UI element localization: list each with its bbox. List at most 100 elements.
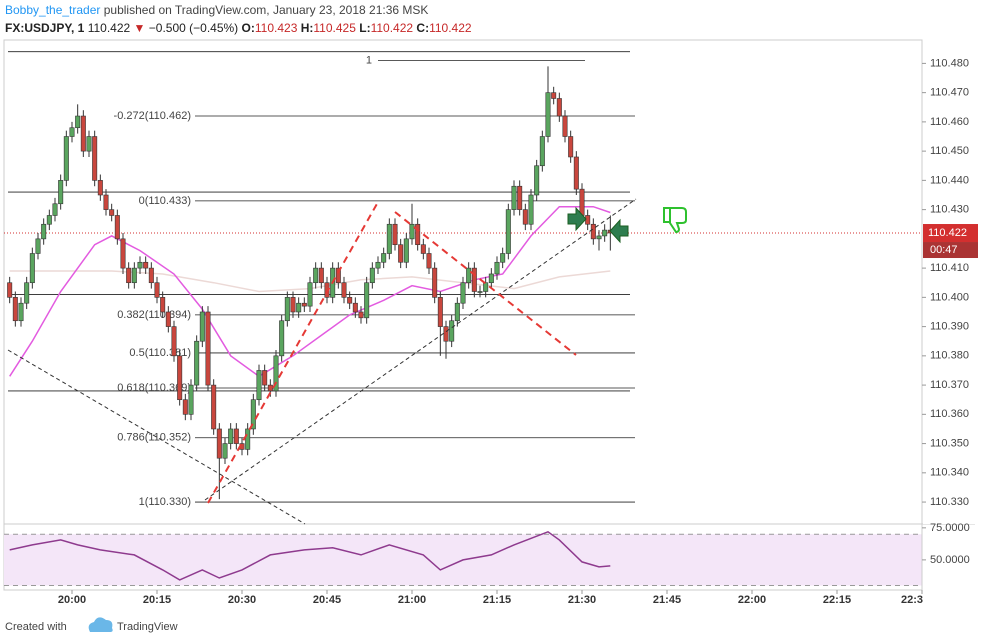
candle-body xyxy=(160,297,166,313)
y-tick-label: 110.480 xyxy=(930,57,969,69)
y-tick-label: 110.460 xyxy=(930,116,969,128)
y-tick-label: 110.470 xyxy=(930,87,969,99)
candle-body xyxy=(194,340,200,386)
thumb-down xyxy=(663,207,687,234)
candle-body xyxy=(29,253,35,284)
candle-body xyxy=(222,443,228,459)
candle-body xyxy=(165,311,171,327)
candle-body xyxy=(177,355,183,401)
logo xyxy=(88,617,113,632)
candle-body xyxy=(154,282,160,298)
candle-body xyxy=(347,297,353,304)
price-tag xyxy=(923,224,978,243)
candle-body xyxy=(585,215,591,225)
candle-body xyxy=(432,267,438,298)
candle-body xyxy=(211,384,217,430)
candle-body xyxy=(97,180,103,196)
candle-body xyxy=(358,311,364,319)
footer-brand[interactable]: TradingView xyxy=(117,621,178,633)
h-label: H: xyxy=(301,21,314,35)
candle-body xyxy=(12,297,18,322)
candle-body xyxy=(114,215,120,240)
candle-body xyxy=(511,185,517,210)
candle-body xyxy=(335,267,341,284)
candle-body xyxy=(188,384,194,415)
price: 110.422 xyxy=(88,21,131,35)
candle-body xyxy=(126,267,132,284)
candle-body xyxy=(596,235,602,240)
candle-body xyxy=(75,115,81,129)
fib-label: -0.272(110.462) xyxy=(114,110,191,122)
candle-body xyxy=(86,136,92,152)
candle-body xyxy=(148,267,154,284)
symbol: FX:USDJPY, 1 xyxy=(5,21,85,35)
candle-body xyxy=(562,115,568,137)
candle-body xyxy=(301,302,307,307)
candle-body xyxy=(256,370,262,401)
o-label: O: xyxy=(242,21,255,35)
trend-line xyxy=(7,349,306,525)
candle-body xyxy=(381,253,387,263)
arrow-left xyxy=(609,218,629,244)
swing-line xyxy=(394,211,577,356)
x-tick-label: 20:45 xyxy=(313,594,341,606)
candle-body xyxy=(398,244,404,263)
candle-body xyxy=(245,428,251,450)
candle-body xyxy=(488,273,494,284)
candle-body xyxy=(18,302,24,322)
change: −0.500 (−0.45%) xyxy=(149,21,238,35)
y-tick-label: 110.330 xyxy=(930,496,969,508)
x-tick-label: 22:00 xyxy=(738,594,766,606)
y-tick-label: 110.400 xyxy=(930,291,969,303)
y-tick-label: 110.440 xyxy=(930,174,969,186)
y-tick-label: 110.390 xyxy=(930,321,969,333)
x-tick-label: 22:15 xyxy=(823,594,851,606)
candle-body xyxy=(403,238,409,263)
y-tick-label: 110.370 xyxy=(930,379,969,391)
y-tick-label: 75.0000 xyxy=(930,522,970,534)
fib-label: 1 xyxy=(366,54,372,66)
x-tick-label: 20:15 xyxy=(143,594,171,606)
trend-line xyxy=(204,198,637,501)
candle-body xyxy=(573,156,579,190)
y-tick-label: 110.450 xyxy=(930,145,969,157)
o-value: 110.423 xyxy=(255,21,298,35)
candle-body xyxy=(590,223,596,240)
candle-body xyxy=(63,136,69,181)
candle-body xyxy=(69,127,75,137)
candle-body xyxy=(352,302,358,313)
y-tick-label: 50.0000 xyxy=(930,554,970,566)
candle-body xyxy=(534,165,540,196)
l-value: 110.422 xyxy=(371,21,414,35)
back-layer: 1 -0.272(110.462) 0(110.433) 0.382(110.394)… xyxy=(4,51,922,587)
candle-body xyxy=(341,282,347,298)
candle-body xyxy=(392,223,398,246)
fib-label: 0.618(110.369) xyxy=(117,382,191,394)
symbol-line: FX:USDJPY, 1 110.422 ▼ −0.500 (−0.45%) O… xyxy=(5,21,472,35)
candle-body xyxy=(109,209,115,216)
price-tag-label: 110.422 xyxy=(928,227,967,239)
countdown-tag xyxy=(923,242,978,259)
candle-body xyxy=(454,302,460,322)
l-label: L: xyxy=(359,21,370,35)
candle-body xyxy=(466,267,472,284)
candle-body xyxy=(318,267,324,284)
candle-body xyxy=(92,136,98,181)
footer-created: Created with xyxy=(5,621,67,633)
x-tick-label: 20:00 xyxy=(58,594,86,606)
candle-body xyxy=(386,223,392,254)
author[interactable]: Bobby_the_trader xyxy=(5,3,100,17)
candle-body xyxy=(477,291,483,293)
fib-label: 0.382(110.394) xyxy=(117,309,191,321)
candle-body xyxy=(279,320,285,357)
candle-body xyxy=(313,267,319,284)
candle-body xyxy=(494,261,500,275)
candle-body xyxy=(120,238,126,269)
axis-layer: 110.330 110.340 110.350 110.360 110.370 110.3… xyxy=(58,40,978,606)
candle-body xyxy=(579,188,585,216)
y-tick-label: 110.410 xyxy=(930,262,969,274)
candle-body xyxy=(568,136,574,158)
candle-body xyxy=(556,98,562,117)
swing-line xyxy=(207,201,379,504)
